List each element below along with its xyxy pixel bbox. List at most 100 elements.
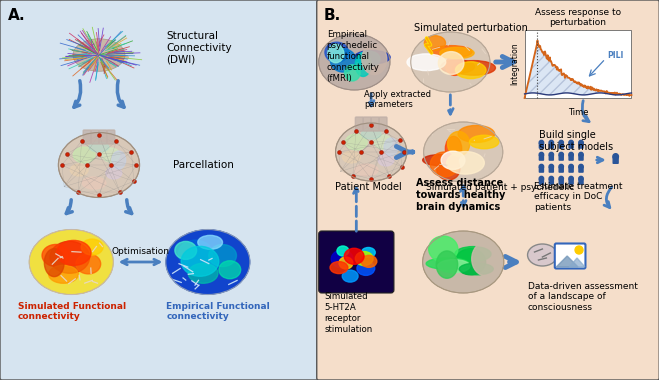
FancyBboxPatch shape <box>613 157 618 163</box>
Ellipse shape <box>527 244 557 266</box>
Circle shape <box>579 176 583 181</box>
Ellipse shape <box>198 235 222 249</box>
FancyBboxPatch shape <box>579 143 583 148</box>
Text: Empirical
psychedelic
functional
connectivity
(fMRI): Empirical psychedelic functional connect… <box>326 30 380 83</box>
Ellipse shape <box>438 52 464 74</box>
Circle shape <box>559 165 563 169</box>
FancyBboxPatch shape <box>91 130 99 144</box>
Circle shape <box>559 152 563 157</box>
Ellipse shape <box>219 261 240 279</box>
Text: Simulated Functional
connectivity: Simulated Functional connectivity <box>18 302 126 321</box>
Ellipse shape <box>344 65 360 81</box>
FancyBboxPatch shape <box>559 155 563 160</box>
Ellipse shape <box>331 250 353 268</box>
Ellipse shape <box>446 136 462 161</box>
FancyBboxPatch shape <box>559 179 563 184</box>
Ellipse shape <box>330 261 348 274</box>
FancyBboxPatch shape <box>379 117 387 131</box>
FancyBboxPatch shape <box>569 167 573 172</box>
Circle shape <box>569 176 573 181</box>
Ellipse shape <box>81 239 103 255</box>
Circle shape <box>613 154 619 159</box>
Ellipse shape <box>378 154 394 166</box>
Text: Data-driven assessment
of a landscape of
consciousness: Data-driven assessment of a landscape of… <box>527 282 637 312</box>
Ellipse shape <box>424 36 446 51</box>
Ellipse shape <box>424 122 503 182</box>
FancyBboxPatch shape <box>319 231 394 293</box>
Ellipse shape <box>45 249 64 277</box>
FancyBboxPatch shape <box>539 167 543 172</box>
Ellipse shape <box>440 48 474 59</box>
FancyBboxPatch shape <box>555 244 585 269</box>
Ellipse shape <box>112 151 126 169</box>
Text: Apply extracted
parameters: Apply extracted parameters <box>364 90 432 109</box>
Circle shape <box>549 140 553 145</box>
Circle shape <box>549 165 553 169</box>
Circle shape <box>539 165 543 169</box>
FancyBboxPatch shape <box>317 0 659 380</box>
Ellipse shape <box>344 248 364 264</box>
Ellipse shape <box>50 241 89 273</box>
Ellipse shape <box>358 51 380 67</box>
Ellipse shape <box>76 254 101 274</box>
Ellipse shape <box>328 44 344 63</box>
FancyBboxPatch shape <box>569 143 573 148</box>
Ellipse shape <box>178 240 213 268</box>
Ellipse shape <box>472 242 500 276</box>
Ellipse shape <box>175 241 196 260</box>
Circle shape <box>539 176 543 181</box>
Ellipse shape <box>208 245 236 266</box>
Text: Empirical Functional
connectivity: Empirical Functional connectivity <box>166 302 270 321</box>
Ellipse shape <box>346 134 367 150</box>
FancyBboxPatch shape <box>569 179 573 184</box>
FancyBboxPatch shape <box>579 155 583 160</box>
Ellipse shape <box>49 265 79 283</box>
Ellipse shape <box>354 164 378 176</box>
Ellipse shape <box>441 151 465 169</box>
Ellipse shape <box>355 252 373 266</box>
Circle shape <box>539 140 543 145</box>
Ellipse shape <box>447 152 484 174</box>
Ellipse shape <box>470 135 499 149</box>
Ellipse shape <box>438 260 470 273</box>
Ellipse shape <box>455 247 491 261</box>
FancyBboxPatch shape <box>363 117 371 131</box>
Ellipse shape <box>29 230 113 294</box>
Text: Assess distance
towards healthy
brain dynamics: Assess distance towards healthy brain dy… <box>416 178 505 212</box>
Polygon shape <box>556 256 578 267</box>
Ellipse shape <box>407 54 446 71</box>
Circle shape <box>579 140 583 145</box>
Ellipse shape <box>361 129 381 139</box>
Ellipse shape <box>374 135 392 149</box>
Text: Parcellation: Parcellation <box>173 160 234 170</box>
FancyBboxPatch shape <box>539 155 543 160</box>
Circle shape <box>559 140 563 145</box>
FancyBboxPatch shape <box>539 143 543 148</box>
Ellipse shape <box>455 249 486 275</box>
Text: Optimisation: Optimisation <box>111 247 170 256</box>
Ellipse shape <box>89 142 109 152</box>
Text: B.: B. <box>324 8 341 23</box>
Ellipse shape <box>82 177 106 189</box>
Circle shape <box>575 246 583 254</box>
Ellipse shape <box>429 236 458 262</box>
Ellipse shape <box>436 251 458 278</box>
FancyBboxPatch shape <box>539 179 543 184</box>
Ellipse shape <box>458 125 495 142</box>
Bar <box>525 30 631 98</box>
Ellipse shape <box>426 258 469 269</box>
Ellipse shape <box>430 46 472 58</box>
Ellipse shape <box>73 147 95 163</box>
Circle shape <box>569 152 573 157</box>
Circle shape <box>539 152 543 157</box>
Ellipse shape <box>362 247 375 258</box>
Ellipse shape <box>430 152 459 177</box>
Ellipse shape <box>342 270 358 282</box>
FancyBboxPatch shape <box>83 130 91 144</box>
Ellipse shape <box>384 138 398 156</box>
Ellipse shape <box>423 155 458 166</box>
FancyBboxPatch shape <box>569 155 573 160</box>
Ellipse shape <box>325 42 348 62</box>
Ellipse shape <box>336 123 407 181</box>
FancyBboxPatch shape <box>549 167 553 172</box>
